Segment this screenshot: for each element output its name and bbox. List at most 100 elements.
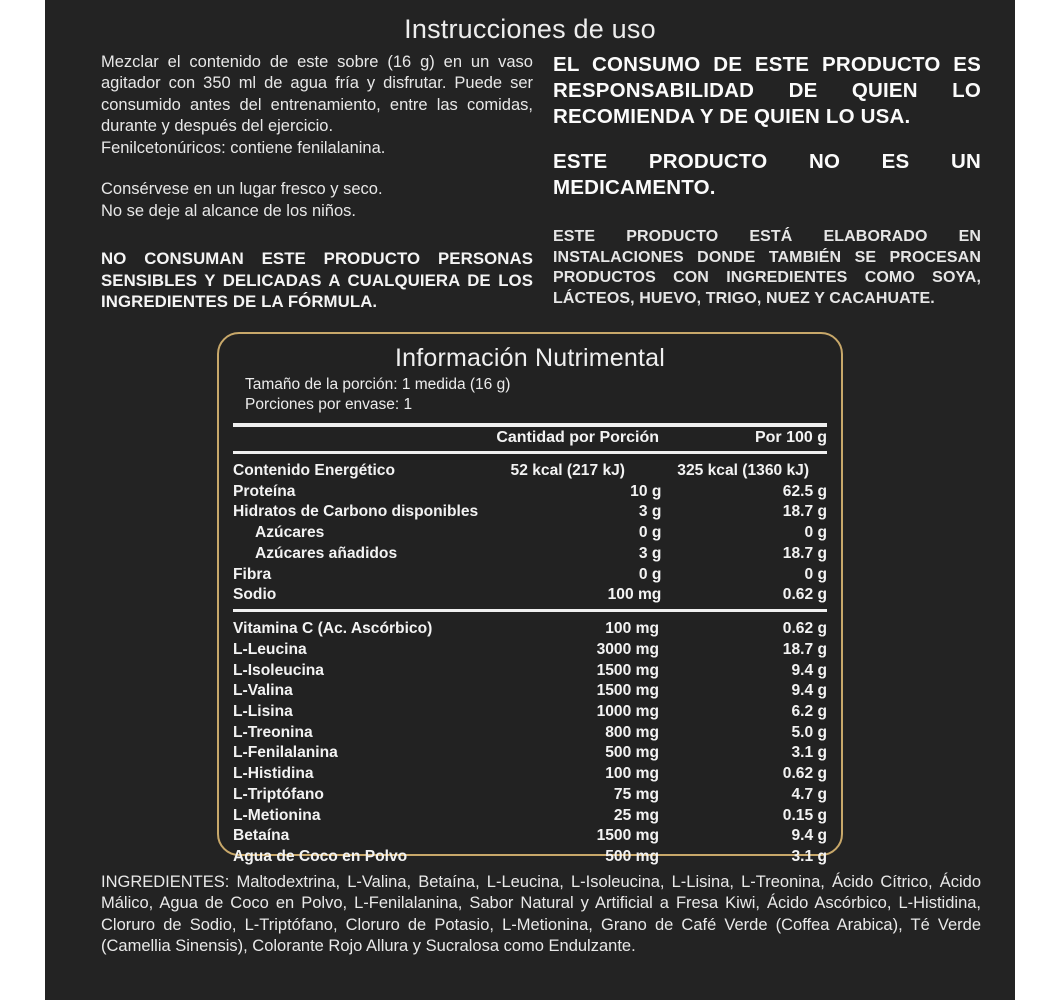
nutrient-name-cell: Proteína (233, 482, 296, 500)
mixing-instructions-text: Mezclar el contenido de este sobre (16 g… (101, 53, 533, 136)
phenylketonurics-warning-text: Fenilcetonúricos: contiene fenilalanina. (101, 138, 386, 157)
nutrition-facts-box: Información Nutrimental Tamaño de la por… (217, 332, 843, 865)
nutrient-name-cell: L-Histidina (233, 765, 314, 783)
spacer (101, 159, 533, 179)
table-row: Betaína 1500 mg 9.4 g (233, 826, 827, 847)
macros-table-wrap: Contenido Energético 52 kcal (217 kJ) 325 … (233, 461, 827, 606)
table-row: L-Valina 1500 mg 9.4 g (233, 681, 827, 702)
table-row: Azúcares añadidos 3 g 18.7 g (233, 544, 827, 565)
nutrient-name-cell: L-Lisina (233, 703, 293, 720)
per-serving-value-cell: 100 mg (605, 620, 659, 638)
per-serving-value-cell: 3000 mg (596, 640, 659, 658)
per-serving-value-cell: 800 mg (605, 723, 659, 741)
per-100g-value-cell: 0.62 g (782, 765, 827, 783)
macronutrients-table: Contenido Energético 52 kcal (217 kJ) 325 … (233, 461, 827, 606)
nutrient-name-cell: Vitamina C (Ac. Ascórbico) (233, 620, 433, 638)
per-100g-value-cell: 0 g (804, 565, 827, 583)
serving-size-text: Tamaño de la porción: 1 medida (16 g) (245, 376, 511, 393)
not-a-medicine-notice-text: ESTE PRODUCTO NO ES UN MEDICAMENTO. (553, 150, 981, 200)
per-serving-value-cell: 52 kcal (217 kJ) (510, 461, 625, 479)
nutrient-name-cell: Contenido Energético (233, 461, 396, 479)
spacer (219, 454, 841, 461)
divider-above-headers (233, 422, 827, 427)
per-serving-value-cell: 1500 mg (596, 682, 659, 700)
per-serving-value-cell: 75 mg (613, 785, 659, 803)
per-serving-value-cell: 100 mg (605, 765, 659, 783)
per-100g-value-cell: 4.7 g (791, 785, 827, 803)
per-serving-value-cell: 1500 mg (596, 661, 659, 679)
per-serving-value-cell: 3 g (638, 503, 662, 521)
per-100g-value-cell: 5.0 g (791, 723, 827, 741)
per-100g-value-cell: 9.4 g (791, 827, 827, 845)
spacer (553, 201, 981, 227)
per-100g-value-cell: 18.7 g (782, 640, 827, 658)
nutrient-name-cell: L-Leucina (233, 640, 307, 658)
table-row: Proteína 10 g 62.5 g (233, 482, 827, 503)
table-row: L-Fenilalanina 500 mg 3.1 g (233, 743, 827, 764)
serving-info-block: Tamaño de la porción: 1 medida (16 g) Po… (219, 373, 841, 415)
header-per-serving-column: Cantidad por Porción (496, 428, 659, 446)
divider-below-headers (233, 450, 827, 454)
per-100g-value-cell: 18.7 g (782, 503, 827, 521)
per-100g-value-cell: 325 kcal (1360 kJ) (677, 461, 810, 479)
table-row: Hidratos de Carbono disponibles 3 g 18.7 g (233, 502, 827, 523)
page-title: Instrucciones de uso (404, 14, 656, 44)
macronutrients-body: Contenido Energético 52 kcal (217 kJ) 325 … (233, 461, 827, 606)
table-row: L-Treonina 800 mg 5.0 g (233, 723, 827, 744)
table-row: L-Triptófano 75 mg 4.7 g (233, 785, 827, 806)
per-100g-value-cell: 18.7 g (782, 544, 827, 562)
responsibility-notice-text: EL CONSUMO DE ESTE PRODUCTO ES RESPONSAB… (553, 53, 981, 128)
spacer (101, 222, 533, 248)
micronutrients-table: Vitamina C (Ac. Ascórbico) 100 mg 0.62 g L-… (233, 619, 827, 868)
instructions-right-column: EL CONSUMO DE ESTE PRODUCTO ES RESPONSAB… (553, 52, 981, 309)
per-serving-value-cell: 100 mg (607, 586, 662, 604)
table-header-row: Cantidad por Porción Por 100 g (233, 427, 827, 448)
per-serving-value-cell: 500 mg (605, 744, 659, 762)
ingredients-text: INGREDIENTES: Maltodextrina, L-Valina, B… (101, 873, 981, 956)
per-100g-value-cell: 9.4 g (791, 682, 827, 700)
allergen-facility-notice-text: ESTE PRODUCTO ESTÁ ELABORADO EN INSTALAC… (553, 228, 981, 307)
instructions-left-column: Mezclar el contenido de este sobre (16 g… (101, 52, 533, 313)
spacer (219, 612, 841, 619)
per-serving-value-cell: 3 g (638, 544, 662, 562)
table-row: Agua de Coco en Polvo 500 mg 3.1 g (233, 847, 827, 868)
table-row: Azúcares 0 g 0 g (233, 523, 827, 544)
table-row: L-Isoleucina 1500 mg 9.4 g (233, 661, 827, 682)
sensitivity-warning-text: NO CONSUMAN ESTE PRODUCTO PERSONAS SENSI… (101, 249, 533, 312)
nutrient-name-cell: Fibra (233, 565, 272, 583)
nutrient-name-cell: L-Treonina (233, 723, 313, 741)
nutrient-name-cell: Azúcares añadidos (255, 544, 398, 562)
per-100g-value-cell: 0.62 g (782, 620, 827, 638)
header-nutrient-column (233, 427, 471, 448)
header-per-100g-column: Por 100 g (754, 428, 827, 446)
nutrient-name-cell: Sodio (233, 586, 277, 604)
per-100g-value-cell: 0 g (804, 524, 827, 542)
nutrient-name-cell: L-Isoleucina (233, 661, 324, 679)
nutrition-header-table: Cantidad por Porción Por 100 g (233, 427, 827, 448)
table-row: Sodio 100 mg 0.62 g (233, 585, 827, 606)
table-row: Fibra 0 g 0 g (233, 565, 827, 586)
per-100g-value-cell: 3.1 g (791, 744, 827, 762)
nutrition-facts-title: Información Nutrimental (395, 344, 665, 372)
table-row: L-Leucina 3000 mg 18.7 g (233, 640, 827, 661)
table-row: Vitamina C (Ac. Ascórbico) 100 mg 0.62 g (233, 619, 827, 640)
spacer (553, 129, 981, 149)
table-row: L-Metionina 25 mg 0.15 g (233, 806, 827, 827)
per-100g-value-cell: 0.15 g (782, 806, 827, 824)
label-panel: Instrucciones de uso Mezclar el contenid… (45, 0, 1015, 1000)
nutrition-table-wrap: Cantidad por Porción Por 100 g (233, 427, 827, 448)
nutrient-name-cell: Hidratos de Carbono disponibles (233, 503, 479, 521)
per-100g-value-cell: 3.1 g (791, 848, 827, 866)
per-serving-value-cell: 0 g (638, 524, 662, 542)
nutrient-name-cell: Azúcares (255, 524, 325, 542)
nutrient-name-cell: L-Fenilalanina (233, 744, 338, 762)
storage-instruction-line-2: No se deje al alcance de los niños. (101, 201, 356, 220)
micros-table-wrap: Vitamina C (Ac. Ascórbico) 100 mg 0.62 g L-… (233, 619, 827, 868)
table-row: Contenido Energético 52 kcal (217 kJ) 325 … (233, 461, 827, 482)
instructions-columns: Mezclar el contenido de este sobre (16 g… (45, 52, 1015, 317)
per-serving-value-cell: 25 mg (613, 806, 659, 824)
per-100g-value-cell: 0.62 g (782, 586, 827, 604)
servings-per-container-text: Porciones por envase: 1 (245, 395, 413, 413)
nutrient-name-cell: L-Valina (233, 682, 293, 700)
